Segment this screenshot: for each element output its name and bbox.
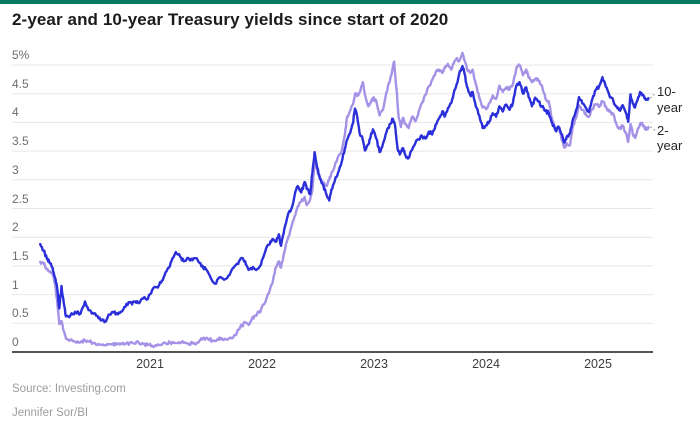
y-tick-label: 1.5 [12, 248, 29, 263]
series-label-10-year: 10-year [657, 84, 683, 115]
x-tick-label: 2023 [360, 357, 388, 371]
y-tick-label: 5% [12, 48, 30, 62]
y-tick-label: 3.5 [12, 134, 29, 149]
label-leader-line [650, 126, 657, 132]
x-tick-label: 2025 [584, 357, 612, 371]
source-text: Source: Investing.com [12, 383, 126, 395]
x-tick-label: 2024 [472, 357, 500, 371]
x-tick-label: 2021 [136, 357, 164, 371]
chart-title: 2-year and 10-year Treasury yields since… [12, 10, 449, 29]
y-tick-label: 0 [12, 335, 19, 349]
y-tick-label: 2.5 [12, 191, 29, 206]
x-tick-label: 2022 [248, 357, 276, 371]
series-label-2-year: 2-year [657, 122, 683, 154]
accent-top-bar [0, 0, 700, 4]
line-10-year [39, 64, 650, 324]
label-leader-line [649, 91, 657, 99]
y-tick-label: 4.5 [12, 76, 29, 91]
y-tick-label: 2 [12, 220, 19, 235]
y-tick-label: 3 [12, 162, 19, 177]
y-tick-label: 1 [12, 277, 19, 292]
y-tick-label: 0.5 [12, 306, 29, 321]
y-tick-label: 4 [12, 105, 19, 120]
byline-text: Jennifer Sor/BI [12, 407, 89, 419]
